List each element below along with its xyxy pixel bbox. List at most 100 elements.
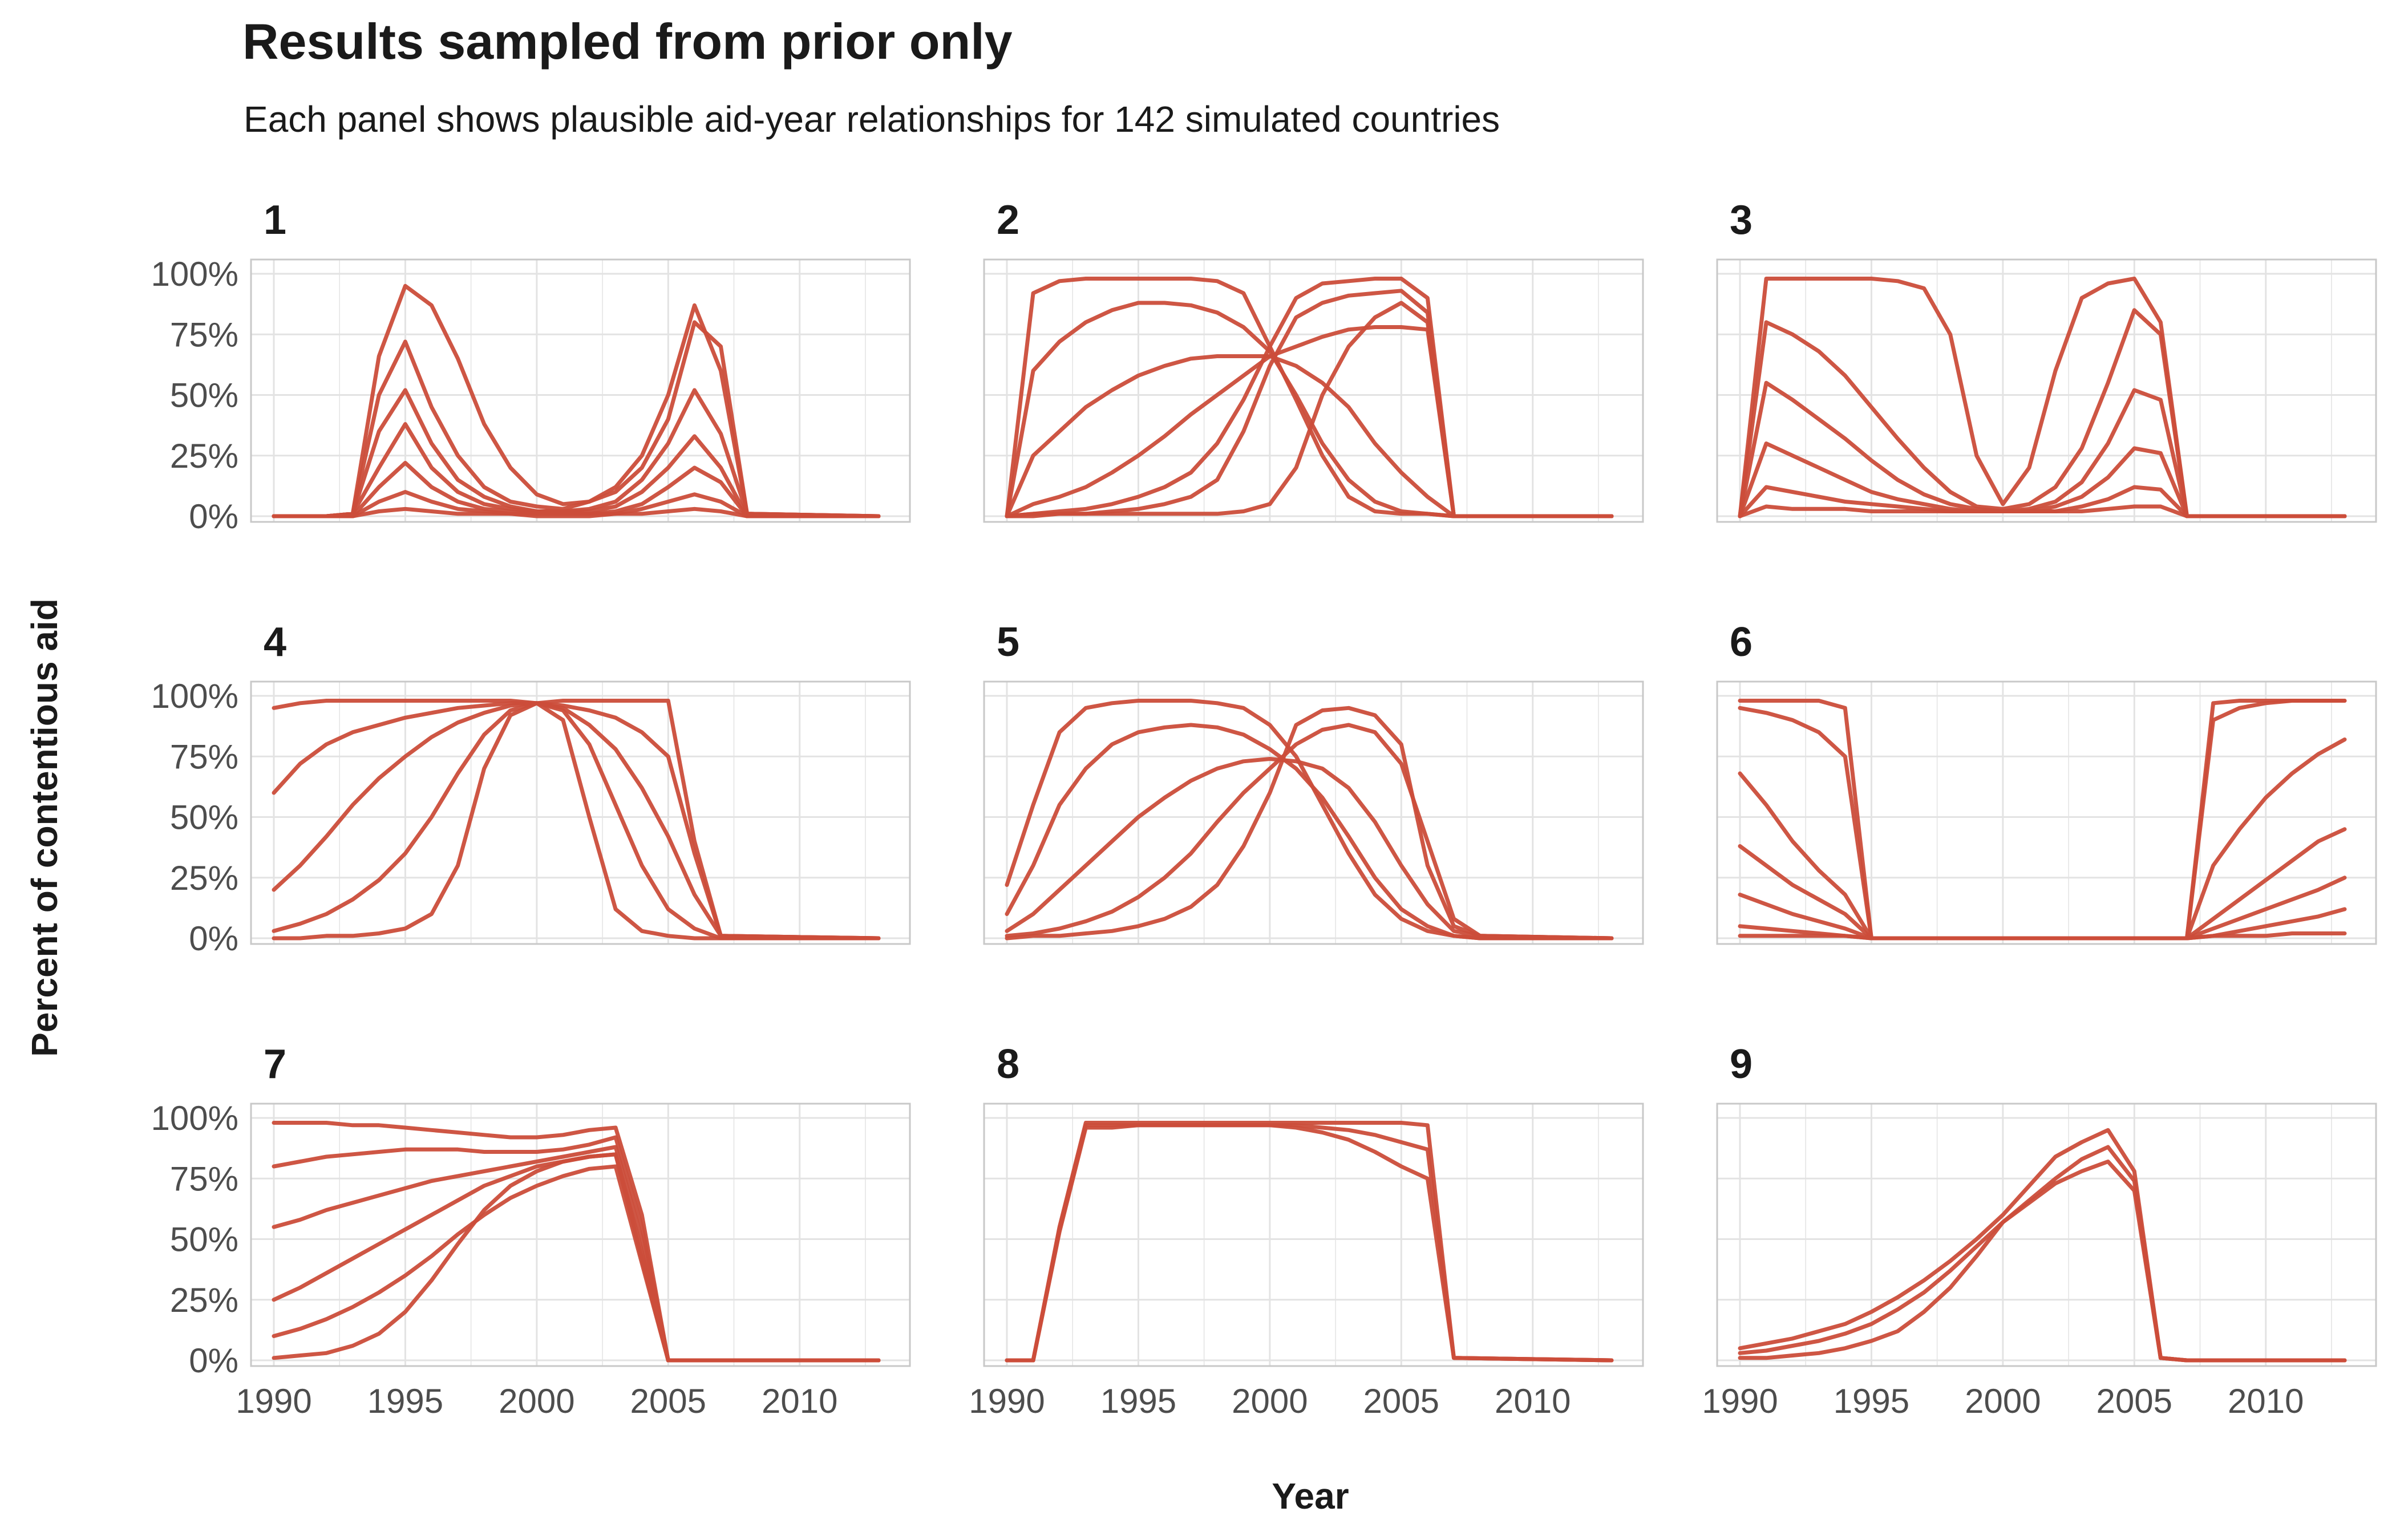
facet-panel-3: 3 bbox=[1716, 197, 2377, 523]
panel-label: 2 bbox=[997, 197, 1019, 243]
series-line-3 bbox=[1005, 1123, 1614, 1363]
facet-panel-9: 9 1990 1995 2000 2005 2010 bbox=[1702, 1041, 2377, 1420]
chart-subtitle: Each panel shows plausible aid-year rela… bbox=[244, 99, 1500, 140]
y-tick-label: 75% bbox=[170, 737, 238, 776]
y-tick-label: 50% bbox=[170, 376, 238, 415]
series-line-2 bbox=[272, 303, 881, 518]
x-tick-label: 2000 bbox=[499, 1382, 574, 1420]
series-line-4 bbox=[272, 1152, 881, 1363]
panel-border bbox=[983, 258, 1644, 523]
series-line-2 bbox=[1738, 1145, 2347, 1363]
y-tick-label: 100% bbox=[151, 1099, 238, 1137]
series-line-7 bbox=[272, 506, 881, 518]
series-line-3 bbox=[1005, 354, 1614, 518]
y-tick-label: 25% bbox=[170, 859, 238, 897]
facet-panel-8: 8 1990 1995 2000 2005 2010 bbox=[969, 1041, 1644, 1420]
series-line-5 bbox=[1005, 277, 1614, 518]
panel-border bbox=[1716, 680, 2377, 945]
x-tick-label: 2010 bbox=[2228, 1382, 2304, 1420]
series-line-3 bbox=[1738, 737, 2347, 941]
y-tick-label: 75% bbox=[170, 1160, 238, 1198]
series-line-3 bbox=[272, 701, 881, 941]
y-tick-label: 100% bbox=[151, 677, 238, 715]
series-line-6 bbox=[272, 490, 881, 518]
x-tick-label: 2010 bbox=[1495, 1382, 1571, 1420]
y-tick-label: 0% bbox=[189, 1342, 238, 1380]
chart-title: Results sampled from prior only bbox=[242, 13, 1013, 70]
facet-panel-6: 6 bbox=[1716, 619, 2377, 945]
series-line-1 bbox=[1005, 1121, 1614, 1363]
x-tick-label: 2005 bbox=[2096, 1382, 2172, 1420]
panel-label: 8 bbox=[997, 1041, 1019, 1087]
panel-border bbox=[250, 680, 911, 945]
series-line-6 bbox=[1738, 504, 2347, 518]
y-tick-label: 25% bbox=[170, 1281, 238, 1319]
series-line-2 bbox=[272, 701, 881, 941]
series-line-2 bbox=[1738, 308, 2347, 518]
series-line-7 bbox=[1005, 301, 1614, 518]
series-line-3 bbox=[1738, 1160, 2347, 1363]
series-line-3 bbox=[1005, 757, 1614, 941]
series-line-7 bbox=[1738, 931, 2347, 941]
series-line-1 bbox=[1738, 277, 2347, 518]
series-line-5 bbox=[272, 701, 881, 941]
series-line-2 bbox=[1005, 723, 1614, 941]
x-tick-label: 2005 bbox=[1363, 1382, 1439, 1420]
series-line-1 bbox=[272, 283, 881, 518]
facet-panel-4: 4 0% 25% 50% 75% 100% bbox=[151, 619, 911, 958]
series-line-4 bbox=[1005, 723, 1614, 941]
panel-label: 1 bbox=[264, 197, 286, 243]
series-line-2 bbox=[1005, 1123, 1614, 1363]
x-tick-label: 1995 bbox=[1100, 1382, 1176, 1420]
x-tick-label: 2000 bbox=[1965, 1382, 2041, 1420]
facet-panel-7: 7 0% 25% 50% 75% 100% 1990 1995 2000 2005 2010 bbox=[151, 1041, 911, 1420]
x-tick-label: 1990 bbox=[969, 1382, 1045, 1420]
x-tick-label: 1995 bbox=[1834, 1382, 1909, 1420]
y-tick-label: 50% bbox=[170, 799, 238, 837]
series-line-6 bbox=[272, 1152, 881, 1363]
panel-label: 7 bbox=[264, 1041, 286, 1087]
panel-border bbox=[1716, 1103, 2377, 1367]
panel-label: 4 bbox=[264, 619, 286, 665]
panel-label: 9 bbox=[1730, 1041, 1753, 1087]
y-tick-label: 0% bbox=[189, 919, 238, 958]
series-line-1 bbox=[272, 1121, 881, 1363]
panel-label: 3 bbox=[1730, 197, 1753, 243]
series-line-1 bbox=[1005, 277, 1614, 518]
series-line-2 bbox=[272, 1135, 881, 1363]
panel-label: 5 bbox=[997, 619, 1019, 665]
series-line-1 bbox=[1738, 1128, 2347, 1363]
series-line-4 bbox=[272, 701, 881, 941]
series-line-3 bbox=[1738, 380, 2347, 518]
facet-panel-2: 2 bbox=[983, 197, 1644, 523]
y-tick-label: 25% bbox=[170, 437, 238, 475]
series-line-4 bbox=[272, 422, 881, 518]
panel-label: 6 bbox=[1730, 619, 1753, 665]
panel-border bbox=[250, 1103, 911, 1367]
series-line-5 bbox=[1005, 706, 1614, 941]
series-line-1 bbox=[1005, 699, 1614, 941]
facet-panels: 1 0% 25% 50% 75% 100% 2 3 4 0% 25% 50% 75% 100% 5 6 7 0% 2… bbox=[151, 197, 2377, 1420]
panel-border bbox=[983, 680, 1644, 945]
y-tick-label: 100% bbox=[151, 255, 238, 293]
x-tick-label: 2000 bbox=[1232, 1382, 1308, 1420]
y-tick-label: 0% bbox=[189, 497, 238, 536]
facet-panel-1: 1 0% 25% 50% 75% 100% bbox=[151, 197, 911, 536]
x-tick-label: 2010 bbox=[762, 1382, 837, 1420]
series-line-2 bbox=[1005, 301, 1614, 518]
x-axis-label: Year bbox=[1272, 1476, 1349, 1517]
series-line-1 bbox=[272, 699, 881, 941]
y-tick-label: 50% bbox=[170, 1221, 238, 1259]
y-tick-label: 75% bbox=[170, 315, 238, 354]
x-tick-label: 1995 bbox=[367, 1382, 443, 1420]
x-tick-label: 2005 bbox=[630, 1382, 706, 1420]
panel-border bbox=[1716, 258, 2377, 523]
series-line-1 bbox=[1738, 699, 2347, 941]
panel-border bbox=[983, 1103, 1644, 1367]
x-tick-label: 1990 bbox=[1702, 1382, 1778, 1420]
series-line-3 bbox=[272, 1145, 881, 1363]
facet-panel-5: 5 bbox=[983, 619, 1644, 945]
y-axis-label: Percent of contentious aid bbox=[24, 598, 65, 1057]
panel-border bbox=[250, 258, 911, 523]
